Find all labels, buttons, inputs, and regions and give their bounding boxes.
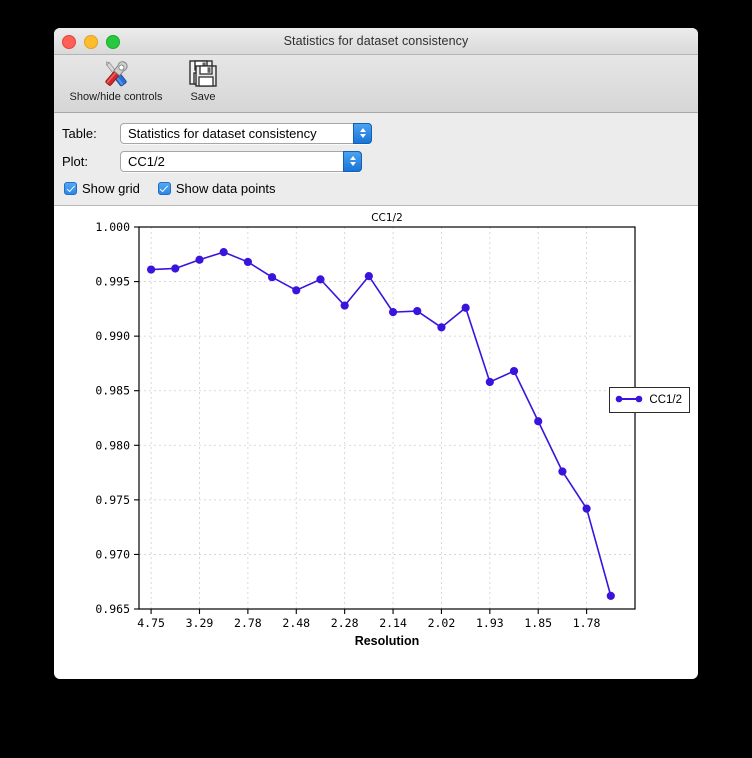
close-button[interactable] xyxy=(62,35,76,49)
show-hide-controls-label: Show/hide controls xyxy=(69,91,163,103)
y-axis-tick-label: 0.965 xyxy=(95,602,130,616)
data-point-marker xyxy=(558,467,567,476)
chart-legend: CC1/2 xyxy=(609,387,690,413)
plot-frame xyxy=(138,226,636,610)
data-point-marker xyxy=(267,273,277,282)
window-controls xyxy=(62,35,120,49)
checkmark-icon xyxy=(64,181,77,195)
data-point-marker xyxy=(219,248,228,257)
data-point-marker xyxy=(292,286,301,295)
x-axis-tick-label: 2.28 xyxy=(331,616,359,630)
x-axis-label: Resolution xyxy=(355,634,420,648)
checkbox-row: Show grid Show data points xyxy=(54,177,698,199)
y-axis-tick-label: 1.000 xyxy=(95,220,130,234)
y-axis-tick-label: 0.975 xyxy=(95,493,130,507)
cc-half-line-chart: CC1/2 1.000 0.995 0.990 0.985 0.980 0.975 0.970… xyxy=(95,212,636,648)
data-point-marker xyxy=(437,323,446,332)
data-point-marker xyxy=(364,272,373,281)
x-axis-tick-label: 2.02 xyxy=(428,616,456,630)
show-hide-controls-button[interactable]: Show/hide controls xyxy=(60,55,172,103)
application-window: Statistics for dataset consistency xyxy=(54,28,698,679)
window-title: Statistics for dataset consistency xyxy=(283,34,469,48)
chevron-up-icon xyxy=(349,156,356,160)
maximize-button[interactable] xyxy=(106,35,120,49)
plot-label: Plot: xyxy=(62,153,89,169)
show-data-points-label: Show data points xyxy=(175,180,276,196)
data-point-marker xyxy=(171,264,180,273)
data-point-marker xyxy=(485,377,494,387)
legend-label: CC1/2 xyxy=(649,394,682,406)
y-axis-tick-label: 0.995 xyxy=(95,275,130,289)
x-axis-tick-label: 1.93 xyxy=(476,616,504,630)
data-point-marker xyxy=(509,366,519,376)
y-axis-tick-label: 0.970 xyxy=(95,547,130,561)
toolbar: Show/hide controls xyxy=(54,55,698,113)
chevron-up-icon xyxy=(359,128,366,132)
x-axis-tick-label: 2.78 xyxy=(234,616,262,630)
data-point-marker xyxy=(388,308,398,317)
plot-stepper-icon[interactable] xyxy=(343,150,362,172)
x-axis-tick-label: 4.75 xyxy=(137,616,165,630)
x-axis-tick-label: 1.85 xyxy=(524,616,552,630)
save-label: Save xyxy=(190,91,216,103)
data-point-marker xyxy=(534,417,543,426)
y-axis-tick-label: 0.985 xyxy=(95,384,130,398)
show-grid-label: Show grid xyxy=(82,180,140,196)
plot-select[interactable]: CC1/2 xyxy=(120,150,362,172)
x-axis-tick-label: 1.78 xyxy=(573,616,601,630)
data-point-marker xyxy=(461,303,470,312)
chevron-down-icon xyxy=(359,134,366,138)
controls-panel: Table: Statistics for dataset consistenc… xyxy=(54,113,698,206)
y-axis-tick-label: 0.990 xyxy=(95,329,130,343)
plot-pane: CC1/2 CC1/2 1.000 0.995 0.990 0.985 0.980 0.97… xyxy=(54,206,698,649)
plot-row: Plot: CC1/2 xyxy=(54,147,698,175)
tools-icon xyxy=(99,58,133,90)
data-point-marker xyxy=(413,306,422,316)
data-point-marker xyxy=(582,504,591,513)
x-axis-tick-label: 2.48 xyxy=(282,616,310,630)
data-point-marker xyxy=(606,591,615,600)
table-select[interactable]: Statistics for dataset consistency xyxy=(120,122,372,144)
table-label: Table: xyxy=(62,125,97,141)
table-row: Table: Statistics for dataset consistenc… xyxy=(54,119,698,147)
chevron-down-icon xyxy=(349,162,356,166)
data-point-marker xyxy=(243,257,252,267)
show-data-points-checkbox[interactable]: Show data points xyxy=(157,180,276,196)
x-axis-tick-label: 3.29 xyxy=(186,616,214,630)
y-axis-tick-label: 0.980 xyxy=(95,438,130,452)
data-point-marker xyxy=(340,301,349,310)
show-grid-checkbox[interactable]: Show grid xyxy=(64,181,140,196)
legend-marker-icon xyxy=(615,391,643,409)
minimize-button[interactable] xyxy=(84,35,98,49)
data-point-marker xyxy=(195,255,204,264)
table-stepper-icon[interactable] xyxy=(353,122,372,144)
plot-select-value: CC1/2 xyxy=(128,153,165,169)
x-axis-tick-label: 2.14 xyxy=(379,616,407,630)
save-button[interactable]: Save xyxy=(172,55,234,103)
table-select-value: Statistics for dataset consistency xyxy=(128,125,317,141)
data-point-marker xyxy=(147,265,156,274)
floppy-disk-save-icon xyxy=(188,58,218,90)
window-titlebar[interactable]: Statistics for dataset consistency xyxy=(54,28,698,55)
data-point-marker xyxy=(316,275,325,284)
data-series-line xyxy=(150,251,612,597)
checkmark-icon xyxy=(157,181,171,195)
chart-title: CC1/2 xyxy=(371,212,403,224)
